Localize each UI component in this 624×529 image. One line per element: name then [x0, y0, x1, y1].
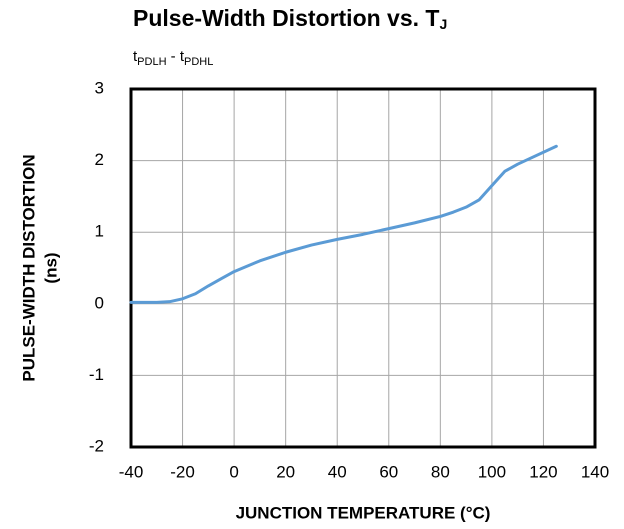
x-tick-label: 20	[276, 462, 295, 481]
x-tick-label: -20	[170, 462, 195, 481]
chart-title: Pulse-Width Distortion vs. TJ	[133, 5, 447, 32]
y-axis-label: (ns)	[41, 252, 60, 283]
x-tick-label: 60	[379, 462, 398, 481]
y-tick-label: 0	[95, 293, 104, 312]
y-tick-label: -2	[89, 436, 104, 455]
x-tick-label: 140	[581, 462, 609, 481]
y-axis-label: PULSE-WIDTH DISTORTION	[19, 154, 38, 381]
text-part: Pulse-Width Distortion vs. T	[133, 5, 439, 31]
subscript: PDHL	[184, 56, 213, 68]
y-tick-label: 2	[95, 150, 104, 169]
x-tick-label: 100	[478, 462, 506, 481]
x-axis-label: JUNCTION TEMPERATURE (°C)	[236, 503, 491, 522]
x-tick-label: 0	[229, 462, 238, 481]
subscript: J	[439, 16, 447, 32]
text-part: - t	[167, 48, 185, 65]
x-tick-label: -40	[119, 462, 144, 481]
text-part: t	[133, 48, 138, 65]
y-tick-label: 3	[95, 78, 104, 97]
x-tick-label: 120	[529, 462, 557, 481]
y-tick-label: 1	[95, 222, 104, 241]
data-line	[129, 144, 558, 304]
y-tick-label: -1	[89, 365, 104, 384]
chart-subtitle: tPDLH - tPDHL	[133, 48, 213, 68]
subscript: PDLH	[137, 56, 166, 68]
plot-frame	[129, 87, 597, 449]
x-tick-label: 40	[328, 462, 347, 481]
x-tick-label: 80	[431, 462, 450, 481]
